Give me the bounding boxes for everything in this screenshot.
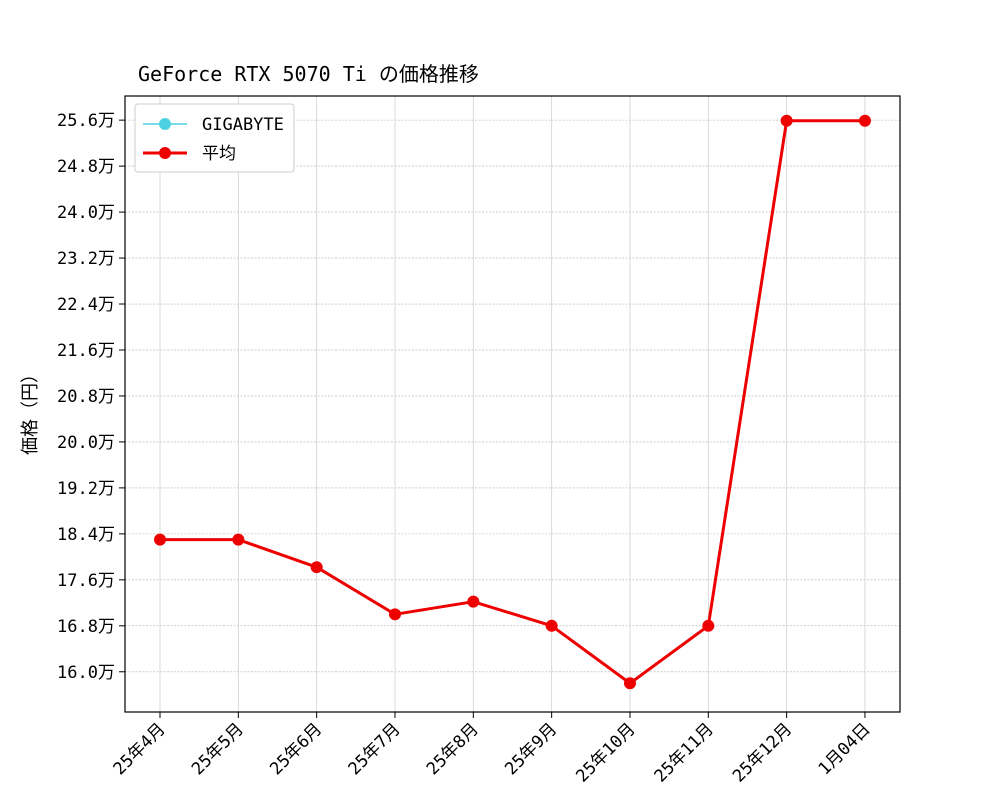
y-tick-label: 23.2万 bbox=[57, 249, 115, 269]
series-layer bbox=[154, 114, 871, 690]
series-line bbox=[160, 119, 865, 685]
x-tick-label: 25年4月 bbox=[110, 719, 170, 779]
data-point bbox=[310, 561, 323, 574]
x-tick-label: 25年7月 bbox=[345, 719, 405, 779]
data-point bbox=[467, 595, 480, 608]
legend-swatch-marker bbox=[159, 147, 171, 159]
y-tick-label: 20.8万 bbox=[57, 387, 115, 407]
chart-title: GeForce RTX 5070 Ti の価格推移 bbox=[138, 62, 479, 86]
y-tick-label: 22.4万 bbox=[57, 295, 115, 315]
x-tick-label: 25年10月 bbox=[572, 719, 639, 786]
x-tick-label: 25年6月 bbox=[266, 719, 326, 779]
y-tick-label: 21.6万 bbox=[57, 341, 115, 361]
y-tick-label: 18.4万 bbox=[57, 525, 115, 545]
y-tick-label: 20.0万 bbox=[57, 433, 115, 453]
y-tick-label: 25.6万 bbox=[57, 111, 115, 131]
data-point bbox=[154, 533, 166, 546]
y-tick-label: 24.8万 bbox=[57, 157, 115, 177]
x-tick-label: 25年9月 bbox=[501, 719, 561, 779]
x-axis: 25年4月 25年5月 25年6月 25年7月 25年8月 25年9月 25年10月 25年1… bbox=[110, 712, 875, 787]
data-point bbox=[545, 619, 558, 632]
grid-lines bbox=[125, 96, 900, 712]
x-tick-label: 25年11月 bbox=[651, 719, 718, 786]
legend-swatch-marker bbox=[159, 118, 171, 130]
plot-frame bbox=[124, 95, 901, 713]
y-tick-label: 24.0万 bbox=[57, 203, 115, 223]
y-tick-label: 19.2万 bbox=[57, 479, 115, 499]
legend-label: GIGABYTE bbox=[202, 115, 284, 135]
x-tick-label: 25年8月 bbox=[423, 719, 483, 779]
x-tick-label: 25年5月 bbox=[188, 719, 248, 779]
y-tick-label: 16.0万 bbox=[57, 663, 115, 683]
legend-label: 平均 bbox=[202, 144, 236, 164]
y-axis-label: 価格（円） bbox=[20, 365, 41, 455]
y-axis: 16.0万 16.8万 17.6万 18.4万 19.2万 20.0万 20.8万 21.6万… bbox=[57, 111, 125, 683]
y-tick-label: 16.8万 bbox=[57, 617, 115, 637]
data-point bbox=[232, 533, 245, 546]
data-point bbox=[623, 677, 636, 690]
x-tick-label: 1月04日 bbox=[815, 719, 875, 779]
y-tick-label: 17.6万 bbox=[57, 571, 115, 591]
data-point bbox=[388, 608, 401, 621]
legend: GIGABYTE 平均 bbox=[134, 103, 295, 173]
x-tick-label: 25年12月 bbox=[729, 719, 796, 786]
data-point bbox=[702, 619, 715, 632]
legend-box bbox=[134, 103, 295, 173]
data-point bbox=[780, 114, 793, 127]
data-point bbox=[858, 114, 871, 127]
